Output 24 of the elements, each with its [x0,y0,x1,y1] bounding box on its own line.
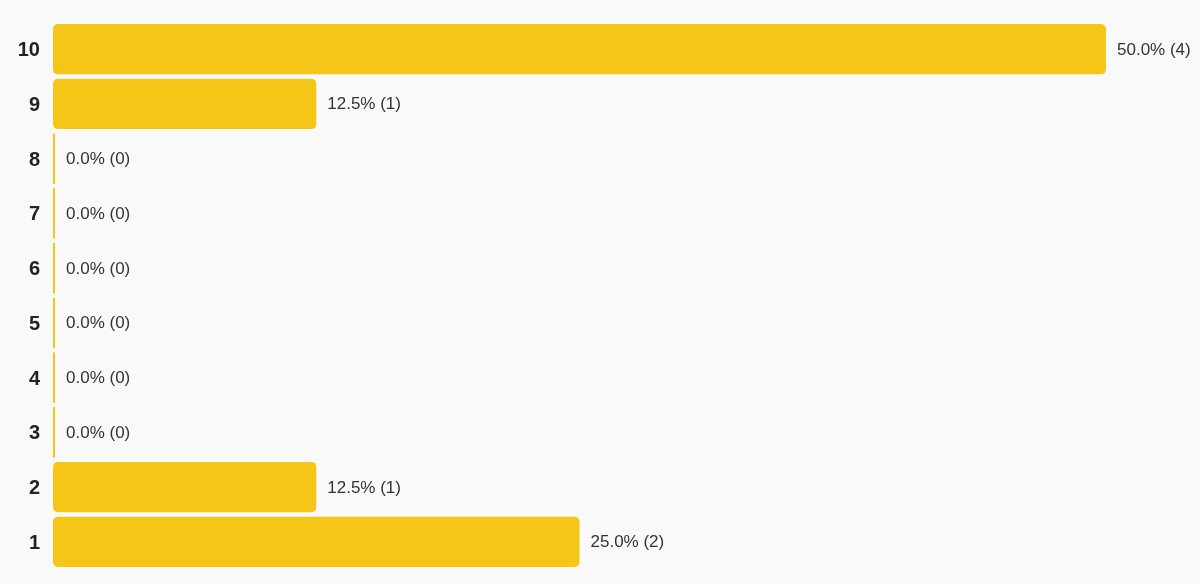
y-tick-label: 7 [28,202,40,225]
y-tick-label: 10 [17,38,40,61]
bar [53,516,580,567]
data-label: 0.0% (0) [66,368,131,388]
data-label: 0.0% (0) [66,422,131,442]
data-label: 0.0% (0) [66,149,131,169]
data-label: 12.5% (1) [327,477,401,497]
data-label: 25.0% (2) [590,532,665,552]
bar [53,78,317,130]
y-tick-label: 5 [28,311,40,334]
data-label: 0.0% (0) [66,258,131,278]
y-tick-label: 6 [28,257,40,280]
y-tick-label: 8 [28,147,40,170]
y-tick-label: 9 [28,92,40,115]
y-tick-label: 1 [28,530,40,553]
data-label: 0.0% (0) [66,203,131,223]
bar [53,461,317,513]
data-label: 50.0% (4) [1117,39,1191,59]
y-tick-label: 4 [28,366,41,389]
data-label: 12.5% (1) [327,94,401,114]
data-label: 0.0% (0) [66,313,131,333]
y-tick-label: 3 [28,421,40,444]
y-tick-label: 2 [28,476,40,499]
bar [53,24,1106,75]
